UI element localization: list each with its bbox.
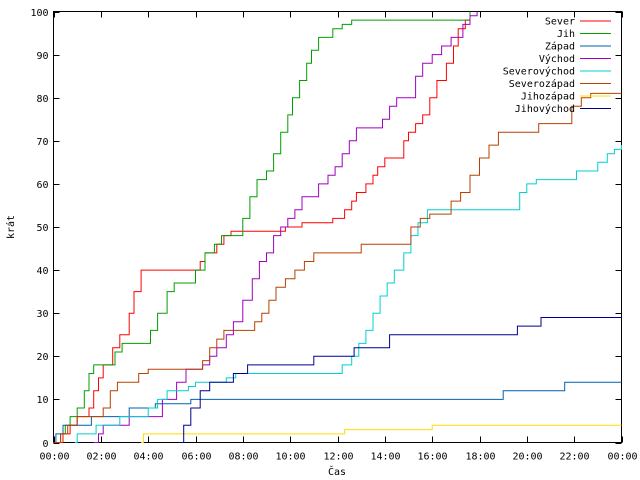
legend-label: Sever (545, 17, 575, 28)
series-line-8 (178, 317, 622, 443)
x-tick-label: 00:00 (607, 452, 637, 463)
series-line-4 (93, 11, 478, 443)
x-tick-label: 12:00 (323, 452, 353, 463)
x-tick-label: 10:00 (275, 452, 305, 463)
legend-label: Jihozápad (521, 91, 575, 103)
series-line-3 (53, 381, 622, 443)
legend-label: Severovýchod (503, 66, 575, 78)
y-tick-label: 0 (42, 439, 48, 450)
x-tick-label: 06:00 (181, 452, 211, 463)
legend-label: Jih (557, 29, 575, 40)
series-line-1 (60, 11, 471, 443)
series-line-6 (53, 92, 622, 443)
x-tick-label: 18:00 (465, 452, 495, 463)
legend-label: Východ (539, 53, 575, 65)
axis-ticks: 0 10 20 30 40 50 60 70 80 90 100 00:00 02:00 04:00 06:… (30, 8, 637, 463)
y-axis-label: krát (5, 215, 17, 239)
legend-label: Severozápad (509, 78, 575, 90)
y-tick-label: 30 (36, 309, 48, 320)
series-line-5 (74, 145, 622, 443)
y-tick-label: 70 (36, 137, 48, 148)
x-tick-label: 00:00 (39, 452, 69, 463)
x-tick-label: 22:00 (559, 452, 589, 463)
legend-label: Západ (545, 41, 575, 53)
y-tick-label: 20 (36, 352, 48, 363)
y-tick-label: 80 (36, 94, 48, 105)
series-line-2 (55, 11, 471, 443)
y-tick-label: 50 (36, 223, 48, 234)
y-tick-label: 40 (36, 266, 48, 277)
x-tick-label: 04:00 (133, 452, 163, 463)
legend: SeverJihZápadVýchodSeverovýchodSeverozáp… (503, 17, 611, 115)
y-tick-label: 100 (30, 8, 48, 19)
x-axis-label: Čas (328, 465, 346, 478)
series-line-7 (141, 424, 622, 443)
y-tick-label: 10 (36, 395, 48, 406)
y-tick-label: 60 (36, 180, 48, 191)
x-tick-label: 02:00 (86, 452, 116, 463)
x-tick-label: 08:00 (228, 452, 258, 463)
legend-label: Jihovýchod (515, 103, 575, 115)
x-tick-label: 16:00 (417, 452, 447, 463)
x-tick-label: 20:00 (512, 452, 542, 463)
x-tick-label: 14:00 (370, 452, 400, 463)
y-tick-label: 90 (36, 51, 48, 62)
series-lines (53, 11, 622, 443)
